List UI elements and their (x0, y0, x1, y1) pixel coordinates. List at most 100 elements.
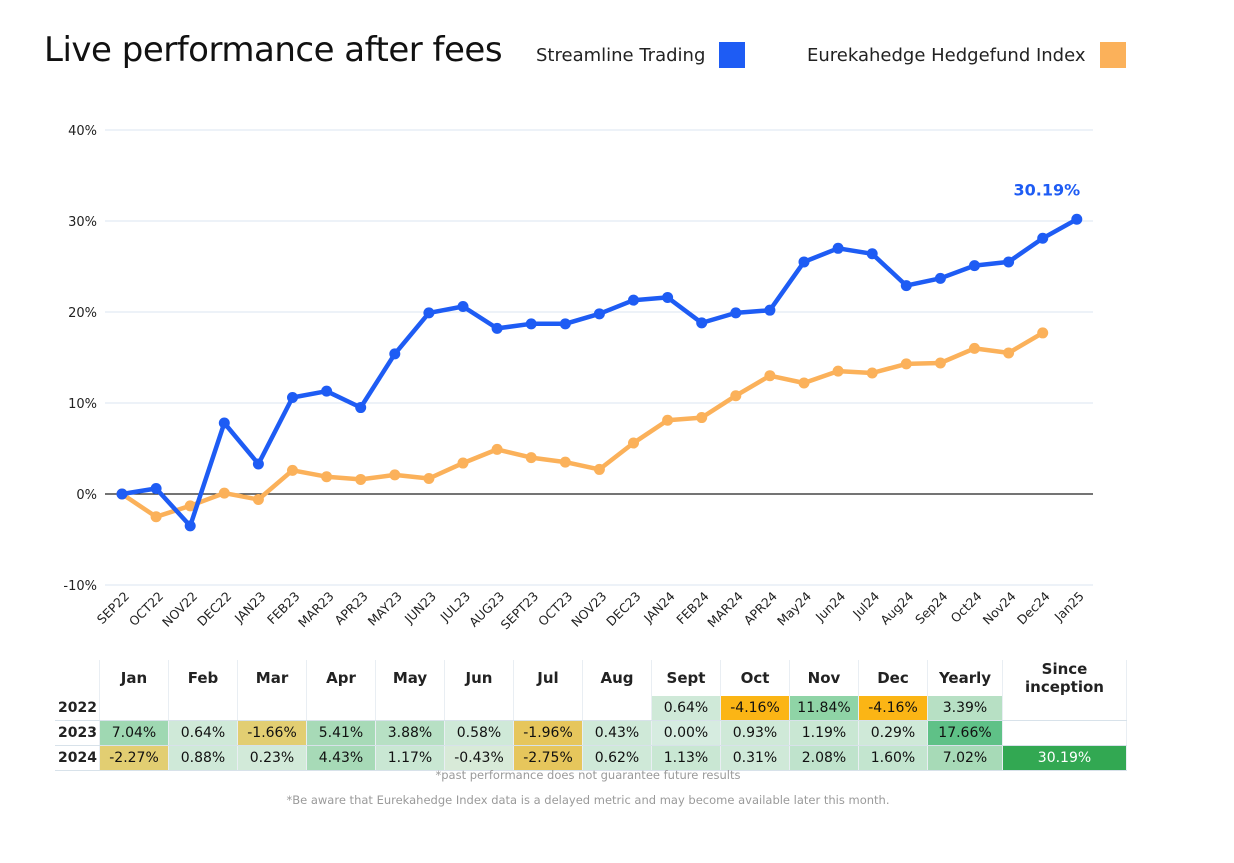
column-header (55, 660, 100, 696)
monthly-returns-table: Jan Feb Mar Apr May Jun Jul Aug Sept Oct Nov Dec Yea… (55, 660, 1127, 771)
x-tick-label: Jan25 (1051, 589, 1087, 625)
table-body: 2022 0.64% -4.16% 11.84% -4.16% 3.39% 2023 7.04… (55, 696, 1127, 771)
column-header: May (375, 660, 445, 696)
table-cell: 1.17% (375, 745, 445, 771)
table-cell: -2.75% (513, 745, 583, 771)
legend-label-streamline: Streamline Trading (536, 44, 706, 66)
x-tick-label: JAN24 (640, 588, 678, 626)
data-point-streamline (1037, 232, 1049, 244)
table-cell: 0.43% (582, 720, 652, 746)
y-tick-label: 10% (68, 397, 97, 412)
legend-swatch-eurekahedge (1099, 42, 1126, 68)
column-header: Jun (444, 660, 514, 696)
data-point-eurekahedge (252, 493, 264, 505)
data-point-eurekahedge (866, 367, 878, 379)
data-point-streamline (764, 304, 776, 316)
table-cell (306, 696, 376, 721)
data-point-streamline (1071, 213, 1083, 225)
series-line-streamline (119, 217, 1080, 529)
data-point-eurekahedge (491, 443, 503, 455)
y-tick-label: -10% (63, 579, 97, 594)
table-cell: 0.58% (444, 720, 514, 746)
column-header: Dec (858, 660, 928, 696)
table-cell: 0.29% (858, 720, 928, 746)
table-cell: 1.19% (789, 720, 859, 746)
column-header: Apr (306, 660, 376, 696)
column-header: Jul (513, 660, 583, 696)
column-header: Mar (237, 660, 307, 696)
x-tick-label: DEC22 (194, 589, 234, 629)
data-point-streamline (321, 385, 333, 397)
data-point-eurekahedge (287, 464, 298, 476)
legend-swatch-streamline (719, 42, 746, 68)
table-cell: 7.02% (927, 745, 1003, 771)
data-point-eurekahedge (900, 358, 912, 370)
table-cell (1002, 720, 1127, 746)
data-point-streamline (662, 291, 674, 303)
performance-line-chart: -10%0%10%20%30%40%SEP22OCT22NOV22DEC22JA… (63, 124, 1093, 632)
data-point-streamline (491, 322, 503, 334)
delay-notice: *Be aware that Eurekahedge Index data is… (286, 793, 890, 807)
column-header: Nov (789, 660, 859, 696)
table-cell: 3.39% (927, 696, 1003, 721)
series-line-eurekahedge (119, 330, 1045, 520)
table-cell (168, 696, 238, 721)
data-point-streamline (900, 280, 912, 292)
data-point-streamline (559, 318, 571, 330)
table-cell: 0.64% (168, 720, 238, 746)
table-row: 2022 0.64% -4.16% 11.84% -4.16% 3.39% (55, 696, 1127, 721)
table-cell (375, 696, 445, 721)
table-cell: 30.19% (1002, 745, 1127, 771)
column-header: Aug (582, 660, 652, 696)
table-row: 2023 7.04% 0.64% -1.66% 5.41% 3.88% 0.58% -1.96… (55, 720, 1127, 746)
table-cell: 0.31% (720, 745, 790, 771)
x-tick-label: APR23 (331, 589, 370, 628)
legend-item-eurekahedge: Eurekahedge Hedgefund Index (807, 42, 1126, 68)
x-tick-label: NOV23 (568, 589, 609, 630)
data-point-eurekahedge (832, 365, 844, 377)
table-cell: 7.04% (99, 720, 169, 746)
data-point-eurekahedge (730, 390, 742, 402)
x-tick-label: May24 (774, 588, 814, 628)
data-point-streamline (389, 348, 401, 360)
table-cell (237, 696, 307, 721)
row-year: 2024 (55, 745, 100, 771)
data-point-streamline (457, 301, 469, 313)
data-point-streamline (969, 260, 980, 272)
x-tick-label: JAN23 (231, 589, 269, 627)
table-cell: -1.96% (513, 720, 583, 746)
column-header: Yearly (927, 660, 1003, 696)
legend-label-eurekahedge: Eurekahedge Hedgefund Index (807, 44, 1086, 66)
row-year: 2022 (55, 696, 100, 721)
table-cell: -4.16% (858, 696, 928, 721)
x-tick-label: SEP22 (94, 589, 132, 627)
x-tick-label: MAR24 (704, 588, 746, 630)
table-cell: 0.23% (237, 745, 307, 771)
data-point-eurekahedge (764, 370, 776, 382)
x-tick-label: MAR23 (295, 589, 337, 631)
table-cell (513, 696, 583, 721)
data-point-streamline (184, 520, 196, 532)
data-point-eurekahedge (355, 473, 367, 485)
data-point-eurekahedge (389, 469, 401, 481)
table-cell: 0.64% (651, 696, 721, 721)
table-cell: -0.43% (444, 745, 514, 771)
table-cell: 2.08% (789, 745, 859, 771)
data-point-eurekahedge (321, 471, 333, 483)
table-cell: 4.43% (306, 745, 376, 771)
data-point-eurekahedge (798, 377, 810, 389)
table-cell: 1.60% (858, 745, 928, 771)
data-point-eurekahedge (1037, 327, 1049, 339)
y-tick-label: 40% (68, 124, 97, 139)
data-point-streamline (423, 307, 435, 319)
table-cell: 11.84% (789, 696, 859, 721)
table-cell: -2.27% (99, 745, 169, 771)
data-point-streamline (218, 417, 230, 429)
data-point-streamline (1003, 256, 1015, 268)
table-cell: -1.66% (237, 720, 307, 746)
data-point-eurekahedge (934, 357, 946, 369)
data-point-eurekahedge (696, 412, 708, 424)
table-header-row: Jan Feb Mar Apr May Jun Jul Aug Sept Oct Nov Dec Yea… (55, 660, 1127, 696)
table-cell: 0.62% (582, 745, 652, 771)
data-point-eurekahedge (559, 456, 571, 468)
